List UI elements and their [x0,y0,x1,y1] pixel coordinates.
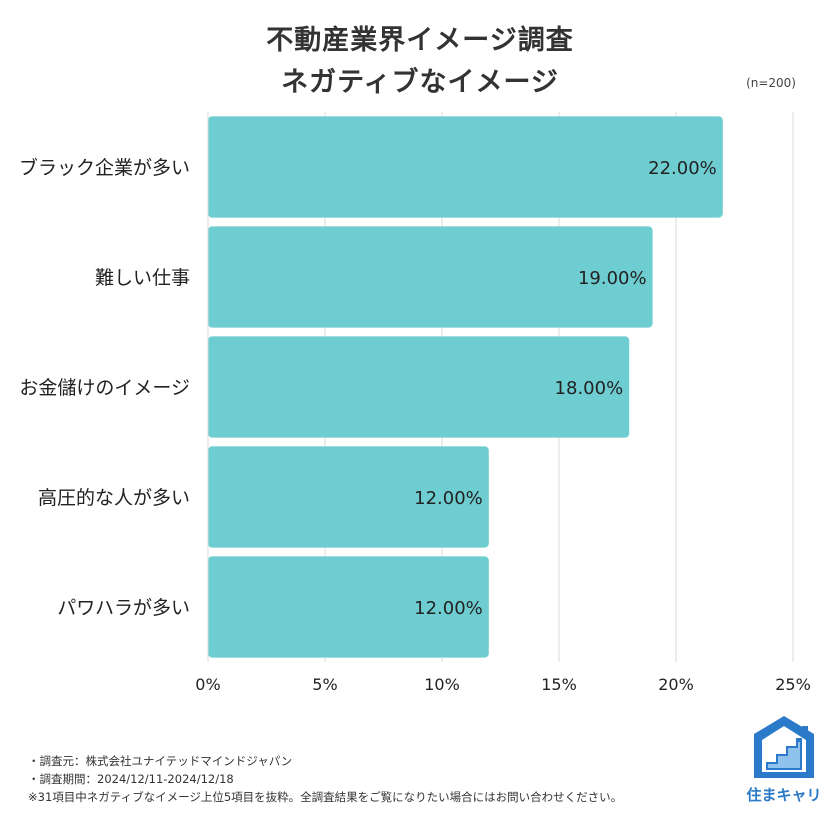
x-tick-label: 0% [195,675,220,694]
category-label: お金儲けのイメージ [19,377,190,399]
chart-title-line1: 不動産業界イメージ調査 [266,25,574,56]
bar [208,116,723,218]
x-tick-label: 15% [541,675,577,694]
footnote-source: ・調査元：株式会社ユナイテッドマインドジャパン [28,754,293,768]
category-label: 難しい仕事 [95,267,190,289]
bar [208,446,489,548]
category-label: ブラック企業が多い [19,156,190,179]
x-tick-label: 20% [658,675,694,694]
chart-title-line2: ネガティブなイメージ [281,67,559,98]
category-label: パワハラが多い [57,597,190,619]
bar [208,336,630,438]
footnotes: ・調査元：株式会社ユナイテッドマインドジャパン ・調査期間：2024/12/11… [28,752,622,806]
data-label: 18.00% [555,378,624,399]
x-tick-label: 25% [775,675,811,694]
stairs-house-icon [754,716,814,778]
bar [208,226,653,328]
bar [208,556,489,658]
brand-logo: 住まキャリ [744,712,824,812]
data-label: 12.00% [414,598,483,619]
bar-chart: 22.00% ブラック企業が多い 19.00% 難しい仕事 18.00% お金儲けのイメー… [19,112,811,694]
footnote-period: ・調査期間：2024/12/11-2024/12/18 [28,772,234,786]
data-label: 19.00% [578,268,647,289]
category-label: 高圧的な人が多い [38,487,190,509]
footnote-note: ※31項目中ネガティブなイメージ上位5項目を抜粋。全調査結果をご覧になりたい場合… [28,790,623,804]
data-label: 12.00% [414,488,483,509]
x-tick-label: 10% [424,675,460,694]
brand-logo-text: 住まキャリ [746,786,822,804]
x-tick-label: 5% [312,675,337,694]
sample-size-note: (n=200) [746,76,796,90]
data-label: 22.00% [648,158,717,179]
